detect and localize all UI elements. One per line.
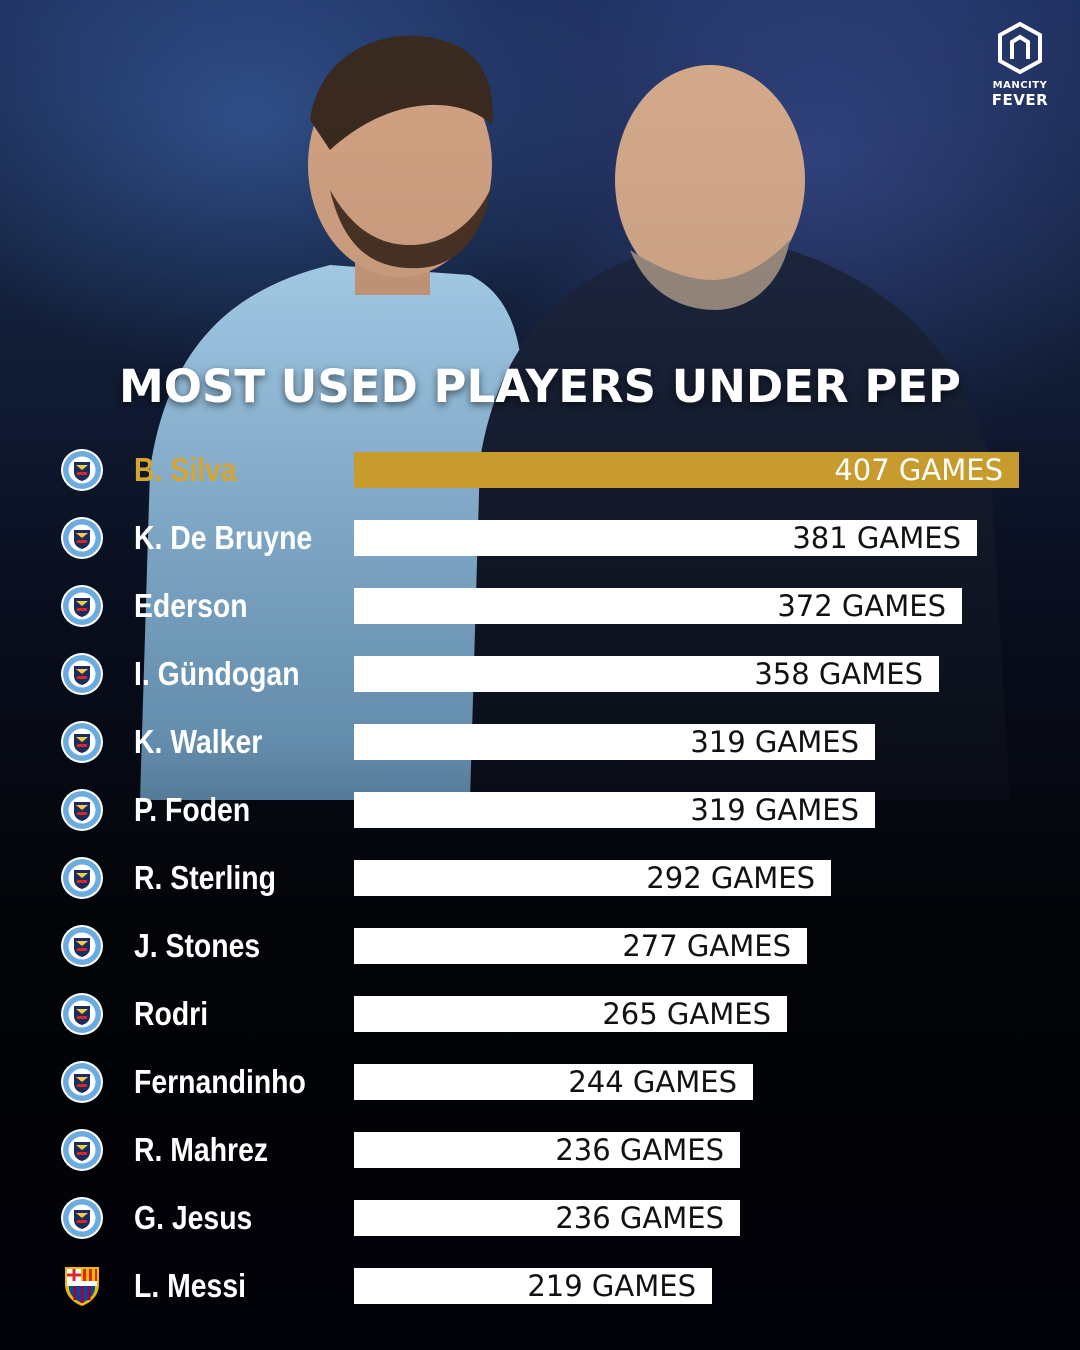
category-label: Rodri xyxy=(134,995,209,1032)
data-label: 219 GAMES xyxy=(527,1269,696,1303)
data-label: 277 GAMES xyxy=(622,929,791,963)
brand-name-line2: FEVER xyxy=(991,91,1049,109)
bar: 244 GAMES xyxy=(354,1064,753,1100)
chart-row: K. Walker 319 GAMES xyxy=(0,721,1080,763)
man-city-crest-icon xyxy=(61,653,103,695)
data-label: 236 GAMES xyxy=(555,1133,724,1167)
chart-row: Fernandinho 244 GAMES xyxy=(0,1061,1080,1103)
data-label: 319 GAMES xyxy=(690,793,859,827)
bar: 407 GAMES xyxy=(354,452,1019,488)
bar: 319 GAMES xyxy=(354,724,875,760)
chart-row: P. Foden 319 GAMES xyxy=(0,789,1080,831)
data-label: 319 GAMES xyxy=(690,725,859,759)
category-label: L. Messi xyxy=(134,1267,246,1304)
man-city-crest-icon xyxy=(61,857,103,899)
chart-row: Ederson 372 GAMES xyxy=(0,585,1080,627)
data-label: 358 GAMES xyxy=(754,657,923,691)
chart-row: L. Messi 219 GAMES xyxy=(0,1266,1080,1306)
data-label: 407 GAMES xyxy=(834,453,1003,487)
man-city-crest-icon xyxy=(61,721,103,763)
bar: 381 GAMES xyxy=(354,520,977,556)
man-city-crest-icon xyxy=(61,585,103,627)
chart-row: I. Gündogan 358 GAMES xyxy=(0,653,1080,695)
category-label: P. Foden xyxy=(134,791,251,828)
chart-row: Rodri 265 GAMES xyxy=(0,993,1080,1035)
chart-row: R. Mahrez 236 GAMES xyxy=(0,1129,1080,1171)
brand-shield-icon xyxy=(998,21,1042,75)
bar: 265 GAMES xyxy=(354,996,787,1032)
man-city-crest-icon xyxy=(61,1061,103,1103)
man-city-crest-icon xyxy=(61,1197,103,1239)
man-city-crest-icon xyxy=(61,449,103,491)
chart-row: B. Silva 407 GAMES xyxy=(0,449,1080,491)
man-city-crest-icon xyxy=(61,925,103,967)
data-label: 236 GAMES xyxy=(555,1201,724,1235)
man-city-crest-icon xyxy=(61,1129,103,1171)
bar: 277 GAMES xyxy=(354,928,807,964)
category-label: B. Silva xyxy=(134,451,237,488)
brand-logo: MANCITY FEVER xyxy=(980,21,1060,112)
man-city-crest-icon xyxy=(61,517,103,559)
category-label: K. De Bruyne xyxy=(134,519,313,556)
chart-row: J. Stones 277 GAMES xyxy=(0,925,1080,967)
chart-title: MOST USED PLAYERS UNDER PEP xyxy=(118,360,962,413)
man-city-crest-icon xyxy=(61,789,103,831)
chart-row: R. Sterling 292 GAMES xyxy=(0,857,1080,899)
bar: 219 GAMES xyxy=(354,1268,712,1304)
category-label: J. Stones xyxy=(134,927,261,964)
data-label: 265 GAMES xyxy=(602,997,771,1031)
bar: 236 GAMES xyxy=(354,1200,740,1236)
data-label: 372 GAMES xyxy=(777,589,946,623)
bar: 319 GAMES xyxy=(354,792,875,828)
category-label: Fernandinho xyxy=(134,1063,306,1100)
category-label: K. Walker xyxy=(134,723,263,760)
data-label: 244 GAMES xyxy=(568,1065,737,1099)
chart-row: G. Jesus 236 GAMES xyxy=(0,1197,1080,1239)
category-label: R. Sterling xyxy=(134,859,276,896)
bar: 292 GAMES xyxy=(354,860,831,896)
barcelona-crest-icon xyxy=(65,1267,99,1306)
category-label: G. Jesus xyxy=(134,1199,253,1236)
bar: 372 GAMES xyxy=(354,588,962,624)
category-label: R. Mahrez xyxy=(134,1131,269,1168)
bar: 358 GAMES xyxy=(354,656,939,692)
chart-row: K. De Bruyne 381 GAMES xyxy=(0,517,1080,559)
data-label: 292 GAMES xyxy=(646,861,815,895)
data-label: 381 GAMES xyxy=(792,521,961,555)
category-label: Ederson xyxy=(134,587,248,624)
bar: 236 GAMES xyxy=(354,1132,740,1168)
category-label: I. Gündogan xyxy=(134,655,300,692)
man-city-crest-icon xyxy=(61,993,103,1035)
brand-name-line1: MANCITY xyxy=(992,80,1048,91)
